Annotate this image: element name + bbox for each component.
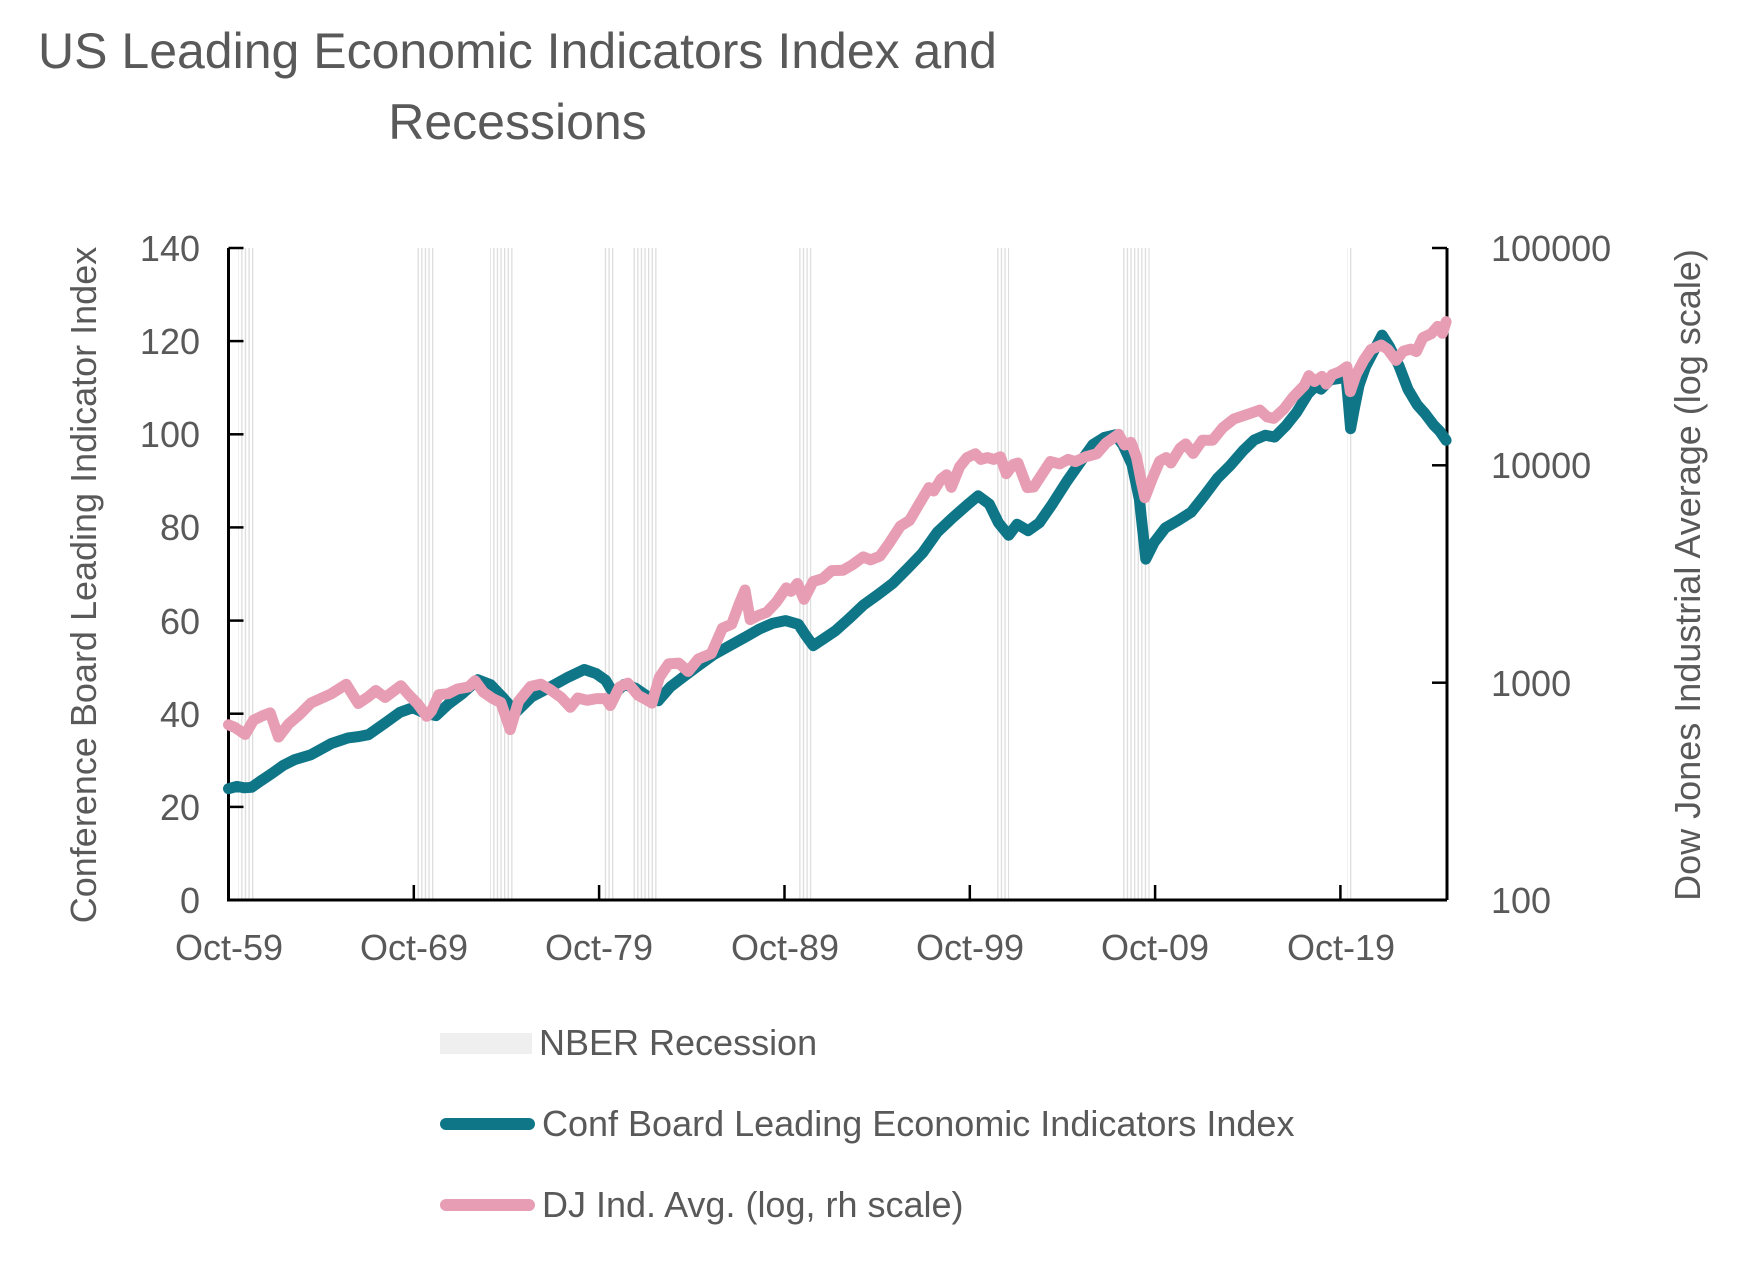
left-tick-label: 100	[140, 414, 200, 455]
left-tick-label: 80	[160, 507, 200, 548]
recession-band	[996, 248, 1010, 900]
legend-item-nber: NBER Recession	[440, 1022, 1294, 1064]
lei-line	[223, 329, 1452, 795]
recession-band	[490, 248, 515, 900]
right-tick-label: 10000	[1491, 445, 1591, 486]
x-tick-label: Oct-59	[175, 927, 283, 968]
legend: NBER Recession Conf Board Leading Econom…	[440, 1022, 1294, 1265]
dj-line-swatch-icon	[440, 1199, 535, 1211]
legend-item-lei: Conf Board Leading Economic Indicators I…	[440, 1103, 1294, 1145]
recession-band	[631, 248, 657, 900]
x-tick-label: Oct-89	[731, 927, 839, 968]
right-tick-label: 1000	[1491, 663, 1571, 704]
recession-swatch-icon	[440, 1032, 532, 1054]
legend-label: NBER Recession	[539, 1022, 818, 1063]
x-tick-label: Oct-69	[360, 927, 468, 968]
recession-band	[1121, 248, 1150, 900]
chart-title-line2: Recessions	[388, 94, 647, 150]
left-tick-label: 140	[140, 228, 200, 269]
right-tick-label: 100000	[1491, 228, 1611, 269]
left-axis-tick-labels: 0 20 40 60 80 100 120 140	[140, 228, 200, 921]
left-tick-label: 0	[180, 880, 200, 921]
recession-band	[603, 248, 614, 900]
left-tick-label: 120	[140, 321, 200, 362]
dj-line	[223, 316, 1452, 743]
left-tick-label: 60	[160, 601, 200, 642]
x-tick-label: Oct-79	[545, 927, 653, 968]
right-axis-tick-labels: 100 1000 10000 100000	[1491, 228, 1611, 921]
chart-title-line1: US Leading Economic Indicators Index and	[38, 23, 997, 79]
recession-band	[238, 248, 254, 900]
chart-title: US Leading Economic Indicators Index and…	[0, 16, 1035, 158]
x-tick-label: Oct-99	[916, 927, 1024, 968]
left-tick-label: 40	[160, 694, 200, 735]
recession-band	[417, 248, 435, 900]
x-tick-label: Oct-09	[1101, 927, 1209, 968]
x-tick-label: Oct-19	[1287, 927, 1395, 968]
recession-band	[799, 248, 812, 900]
x-axis-tick-labels: Oct-59 Oct-69 Oct-79 Oct-89 Oct-99 Oct-0…	[175, 927, 1395, 968]
recession-band	[1347, 248, 1352, 900]
legend-item-dj: DJ Ind. Avg. (log, rh scale)	[440, 1184, 1294, 1226]
left-tick-label: 20	[160, 787, 200, 828]
legend-label: DJ Ind. Avg. (log, rh scale)	[542, 1184, 964, 1225]
lei-line-swatch-icon	[440, 1118, 535, 1130]
legend-label: Conf Board Leading Economic Indicators I…	[542, 1103, 1295, 1144]
right-tick-label: 100	[1491, 880, 1551, 921]
